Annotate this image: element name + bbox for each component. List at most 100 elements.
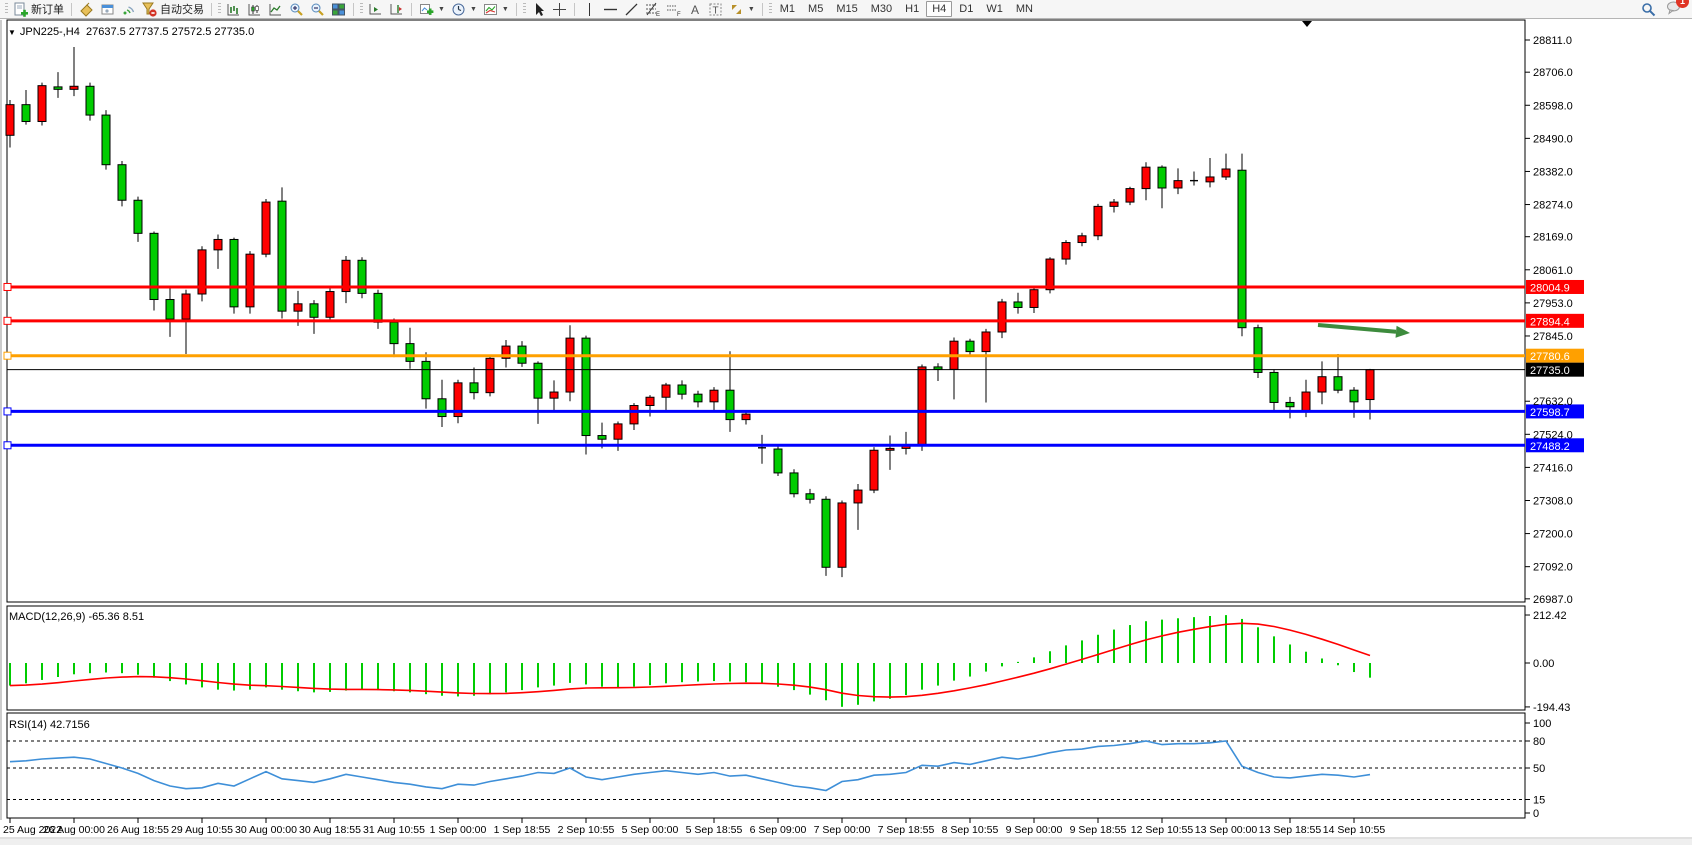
candle-body xyxy=(565,337,575,393)
dropdown-arrow: ▼ xyxy=(747,5,755,13)
text-label-tool-button[interactable]: T xyxy=(705,1,726,17)
price-tag xyxy=(1526,348,1584,363)
dropdown-arrow: ▼ xyxy=(501,5,509,13)
level-line-anchor xyxy=(3,407,12,416)
candle-body xyxy=(21,104,31,123)
notifications-button[interactable]: 1 xyxy=(1666,0,1689,18)
candle-body xyxy=(293,303,303,312)
auto-scroll-icon xyxy=(369,3,381,14)
time-axis-label: 30 Aug 00:00 xyxy=(235,824,297,836)
price-axis-label: 28706.0 xyxy=(1533,67,1573,79)
candle-body xyxy=(725,389,735,421)
signal-icon xyxy=(123,5,135,14)
candlestick-mode-button[interactable] xyxy=(244,1,265,17)
candle-body xyxy=(437,398,447,418)
symbol-dropdown-icon[interactable]: ▼ xyxy=(8,28,16,37)
fibo-fan-tool-button[interactable]: F xyxy=(663,1,684,17)
rsi-axis-label: 0 xyxy=(1533,808,1539,820)
search-icon[interactable] xyxy=(1641,2,1656,17)
candle-body xyxy=(469,382,479,394)
add-indicator-icon xyxy=(420,3,434,15)
candle-body xyxy=(501,345,511,359)
price-tag xyxy=(1526,362,1584,377)
price-axis-label: 27632.0 xyxy=(1533,396,1573,408)
auto-trading-button[interactable]: 自动交易 xyxy=(139,1,207,17)
price-axis-label: 28811.0 xyxy=(1533,35,1572,47)
candle-body xyxy=(405,343,415,362)
candle-body xyxy=(1109,201,1119,207)
dropdown-arrow: ▼ xyxy=(438,5,445,13)
fibonacci-fan-icon: F xyxy=(666,5,681,17)
candle-body xyxy=(853,489,863,504)
time-axis-label: 7 Sep 18:55 xyxy=(878,824,935,836)
candle-body xyxy=(421,360,431,400)
candle-body xyxy=(1093,205,1103,237)
candle-body xyxy=(325,291,335,318)
macd-pane xyxy=(6,605,1526,711)
timeframe-button-m5[interactable]: M5 xyxy=(808,3,824,15)
zoom-out-button[interactable] xyxy=(307,1,328,17)
window-icon xyxy=(101,4,114,14)
candle-body xyxy=(1349,389,1359,403)
candle-body xyxy=(453,382,463,418)
styles-button[interactable] xyxy=(76,1,97,17)
text-tool-button[interactable]: A xyxy=(684,1,705,17)
candle-body xyxy=(341,259,351,293)
auto-scroll-button[interactable] xyxy=(365,1,386,17)
arrows-tool-button[interactable]: ▼ xyxy=(726,1,758,17)
chart-canvas[interactable]: 28004.9 27894.4 27780.6 27735.0 27598.7 27488… xyxy=(0,19,1692,845)
cursor-tool-button[interactable] xyxy=(528,1,549,17)
paint-bucket-icon xyxy=(80,2,93,17)
toolbar-grip xyxy=(768,3,772,15)
indicators-button[interactable]: ▼ xyxy=(416,1,448,17)
timeframe-button-h1[interactable]: H1 xyxy=(905,3,920,15)
timeframe-button-d1[interactable]: D1 xyxy=(959,3,974,15)
candle-body xyxy=(613,423,623,440)
new-order-label: 新订单 xyxy=(31,4,64,16)
line-chart-mode-button[interactable] xyxy=(265,1,286,17)
market-watch-button[interactable] xyxy=(97,1,118,17)
price-axis-label: 28598.0 xyxy=(1533,100,1573,112)
fibo-tool-button[interactable]: E xyxy=(642,1,663,17)
bar-chart-mode-button[interactable] xyxy=(223,1,244,17)
candle-body xyxy=(5,104,15,136)
signals-button[interactable] xyxy=(118,1,139,17)
toolbar-grip xyxy=(522,3,526,15)
tile-windows-button[interactable] xyxy=(328,1,349,17)
timeframe-button-mn[interactable]: MN xyxy=(1015,3,1033,15)
candle-body xyxy=(1269,371,1279,403)
candle-body xyxy=(1157,166,1167,189)
trendline-tool-button[interactable] xyxy=(621,1,642,17)
vertical-line-tool-button[interactable] xyxy=(579,1,600,17)
tile-windows-icon xyxy=(332,3,345,15)
crosshair-tool-button[interactable] xyxy=(549,1,570,17)
candle-body xyxy=(1221,168,1231,178)
timeframe-button-m30[interactable]: M30 xyxy=(870,3,893,15)
cursor-icon xyxy=(535,2,544,16)
candle-body xyxy=(229,238,239,308)
new-order-button[interactable]: 新订单 xyxy=(10,1,67,17)
timeframe-button-h4[interactable]: H4 xyxy=(926,1,953,17)
candle-body xyxy=(1061,242,1071,260)
zoom-in-button[interactable] xyxy=(286,1,307,17)
price-axis-label: 27416.0 xyxy=(1533,462,1573,474)
candle-body xyxy=(1237,169,1247,329)
rsi-axis-label: 80 xyxy=(1533,736,1545,748)
timeframe-button-m15[interactable]: M15 xyxy=(836,3,858,15)
arrows-icon xyxy=(731,4,741,14)
horizontal-line-tool-button[interactable] xyxy=(600,1,621,17)
rsi-axis-label: 100 xyxy=(1533,718,1551,730)
templates-button[interactable]: ▼ xyxy=(480,1,512,17)
chart-window[interactable]: 28004.9 27894.4 27780.6 27735.0 27598.7 27488… xyxy=(0,19,1692,845)
rsi-axis-label: 15 xyxy=(1533,795,1545,807)
candle-body xyxy=(357,259,367,294)
trend-arrow xyxy=(1317,323,1397,334)
candle-body xyxy=(789,472,799,495)
candle-body xyxy=(693,393,703,403)
periods-button[interactable]: ▼ xyxy=(448,1,480,17)
candle-body xyxy=(485,357,495,394)
chart-shift-button[interactable] xyxy=(386,1,407,17)
timeframe-button-m1[interactable]: M1 xyxy=(779,3,796,15)
timeframe-button-w1[interactable]: W1 xyxy=(986,3,1003,15)
separator xyxy=(761,2,763,16)
